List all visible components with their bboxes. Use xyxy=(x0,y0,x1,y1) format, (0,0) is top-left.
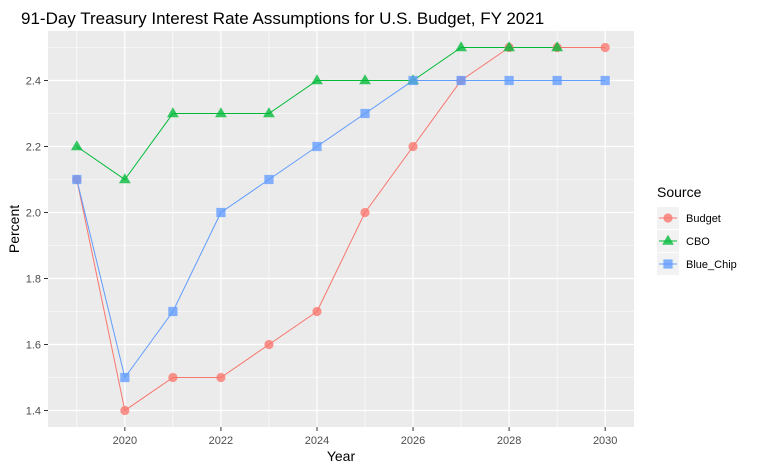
point-cbo xyxy=(215,107,227,118)
legend-label-budget: Budget xyxy=(686,213,721,225)
point-blue-chip xyxy=(120,372,130,383)
point-budget xyxy=(600,42,610,53)
series-points xyxy=(70,41,610,416)
point-budget xyxy=(168,372,178,383)
legend-label-cbo: CBO xyxy=(686,236,710,248)
x-tick-label: 2022 xyxy=(209,435,233,447)
point-blue-chip xyxy=(504,75,514,86)
point-blue-chip xyxy=(312,141,322,152)
y-axis-title: Percent xyxy=(6,205,22,253)
point-blue-chip xyxy=(72,174,82,185)
chart-title: 91-Day Treasury Interest Rate Assumption… xyxy=(21,9,544,28)
y-tick-label: 2.4 xyxy=(26,76,41,88)
major-gridlines xyxy=(48,31,634,427)
legend-title: Source xyxy=(657,184,702,200)
x-tick-label: 2020 xyxy=(113,435,137,447)
point-blue-chip xyxy=(456,75,466,86)
point-budget xyxy=(408,141,418,152)
point-blue-chip xyxy=(264,174,274,185)
y-tick-label: 2.2 xyxy=(26,142,41,154)
point-cbo xyxy=(263,107,275,118)
point-blue-chip xyxy=(168,306,178,317)
y-tick-label: 2.0 xyxy=(26,208,41,220)
plot-panel xyxy=(48,31,634,427)
point-cbo xyxy=(311,74,323,85)
legend: Source Budget CBO Blue_Chip xyxy=(657,184,737,275)
point-budget xyxy=(216,372,226,383)
point-blue-chip xyxy=(408,75,418,86)
point-budget xyxy=(312,306,322,317)
x-tick-label: 2028 xyxy=(497,435,521,447)
point-cbo xyxy=(118,173,131,184)
point-budget xyxy=(120,405,130,416)
point-blue-chip xyxy=(216,207,226,218)
legend-key-blue-chip xyxy=(663,259,673,269)
series-line-blue-chip xyxy=(76,80,606,379)
axes: 2020 2022 2024 2026 2028 2030 1.4 1.6 1.8 2.0 2.2 2… xyxy=(26,76,618,448)
point-cbo xyxy=(166,107,179,118)
y-tick-label: 1.6 xyxy=(26,340,41,352)
point-blue-chip xyxy=(360,108,370,119)
y-tick-label: 1.4 xyxy=(26,406,41,418)
x-tick-label: 2030 xyxy=(593,435,617,447)
point-budget xyxy=(264,339,274,350)
legend-key-budget xyxy=(663,213,673,223)
legend-key-cbo xyxy=(662,234,674,245)
legend-label-blue-chip: Blue_Chip xyxy=(686,259,737,271)
y-tick-label: 1.8 xyxy=(26,274,41,286)
x-tick-label: 2026 xyxy=(401,435,425,447)
point-cbo xyxy=(503,41,516,52)
x-tick-label: 2024 xyxy=(305,435,329,447)
point-blue-chip xyxy=(552,75,562,86)
x-axis-title: Year xyxy=(327,448,356,464)
minor-gridlines xyxy=(48,31,634,427)
point-blue-chip xyxy=(600,75,610,86)
point-cbo xyxy=(359,74,371,85)
point-budget xyxy=(360,207,370,218)
point-cbo xyxy=(455,41,467,52)
point-cbo xyxy=(70,140,83,151)
point-cbo xyxy=(551,41,564,52)
